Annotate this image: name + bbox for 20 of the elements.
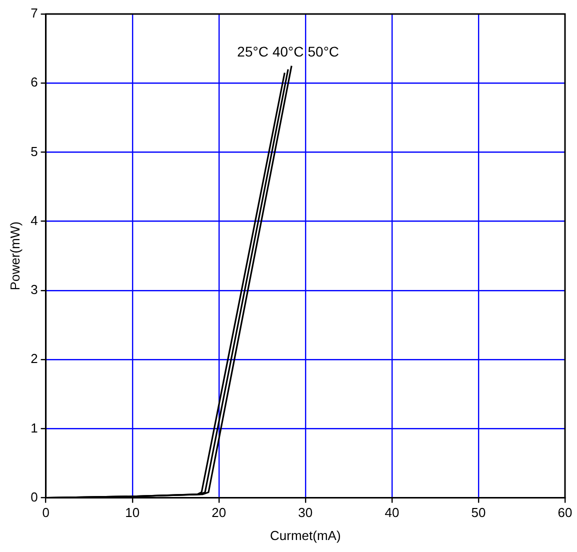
y-tick-label: 1	[30, 420, 38, 436]
x-tick-label: 60	[558, 505, 572, 520]
y-axis-title: Power(mW)	[7, 222, 22, 290]
x-axis-title: Curmet(mA)	[270, 528, 341, 543]
y-tick-label: 7	[30, 6, 38, 21]
series-label: 25°C	[237, 44, 268, 60]
x-tick-label: 10	[125, 505, 140, 520]
y-tick-label: 6	[30, 74, 38, 90]
x-tick-label: 40	[384, 505, 400, 520]
x-tick-label: 50	[471, 505, 486, 520]
series-label: 50°C	[308, 44, 340, 60]
y-tick-label: 2	[30, 351, 38, 366]
y-tick-label: 4	[30, 212, 38, 228]
y-tick-label: 0	[30, 489, 38, 504]
y-tick-label: 3	[30, 282, 38, 298]
x-tick-label: 20	[212, 505, 226, 520]
y-tick-label: 5	[30, 144, 38, 159]
x-tick-label: 0	[42, 505, 50, 520]
x-tick-label: 30	[298, 505, 313, 520]
series-label: 40°C	[272, 44, 304, 60]
